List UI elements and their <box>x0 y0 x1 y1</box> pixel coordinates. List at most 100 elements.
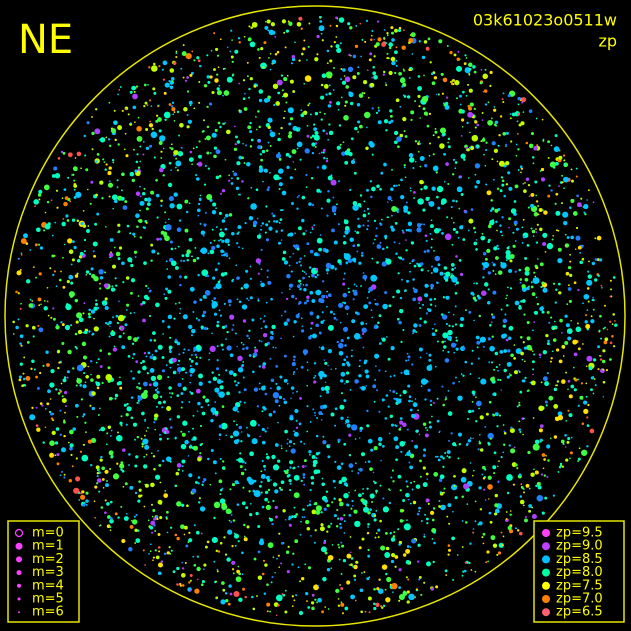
star <box>290 270 293 273</box>
star <box>416 512 420 516</box>
star <box>337 441 340 443</box>
star <box>459 323 464 328</box>
star <box>370 448 374 452</box>
star <box>285 297 289 301</box>
star <box>519 278 523 281</box>
star <box>294 168 297 171</box>
star <box>509 259 513 263</box>
star <box>317 584 320 587</box>
star <box>294 408 299 414</box>
star <box>238 572 242 576</box>
star <box>119 325 125 331</box>
star <box>531 229 536 234</box>
star <box>181 51 187 57</box>
star <box>363 571 366 574</box>
star <box>293 355 296 359</box>
star <box>412 332 415 335</box>
star <box>139 209 141 212</box>
star <box>92 241 98 247</box>
star <box>111 158 115 162</box>
star <box>367 460 371 463</box>
star <box>156 387 159 390</box>
star <box>235 423 238 426</box>
star <box>77 329 83 335</box>
star <box>169 392 171 394</box>
star <box>105 321 108 325</box>
star <box>593 378 596 380</box>
star <box>491 261 494 264</box>
star <box>507 286 509 289</box>
star <box>366 207 370 211</box>
star <box>288 264 291 267</box>
star <box>136 136 143 142</box>
star <box>293 515 297 519</box>
star <box>402 591 408 596</box>
star <box>145 284 148 288</box>
star <box>171 107 176 112</box>
star <box>526 244 530 247</box>
star <box>510 353 514 358</box>
star <box>447 390 450 392</box>
star <box>490 321 493 323</box>
star <box>215 226 218 229</box>
star <box>118 89 121 91</box>
star <box>261 149 266 154</box>
star <box>287 20 290 23</box>
star <box>284 589 287 592</box>
star <box>176 415 181 419</box>
star <box>311 203 315 207</box>
star <box>150 452 153 455</box>
star <box>358 261 362 265</box>
star <box>555 348 560 352</box>
star <box>535 117 538 120</box>
star <box>496 187 500 191</box>
star <box>428 154 431 157</box>
star <box>299 257 302 260</box>
star <box>191 50 194 53</box>
star <box>99 458 103 462</box>
star <box>79 384 83 387</box>
star <box>446 455 449 457</box>
star <box>513 200 517 203</box>
star <box>334 268 337 271</box>
star <box>316 601 318 604</box>
star <box>104 168 107 171</box>
star <box>539 170 542 172</box>
star <box>502 131 507 136</box>
star <box>324 551 328 555</box>
star <box>419 475 422 478</box>
star <box>344 76 351 83</box>
star <box>39 246 44 250</box>
star <box>149 120 151 123</box>
star <box>180 392 184 395</box>
star <box>533 468 535 471</box>
star <box>542 467 545 470</box>
star <box>49 382 55 388</box>
star <box>174 533 178 537</box>
star <box>441 385 444 388</box>
star <box>327 175 333 181</box>
star <box>390 119 394 123</box>
star <box>475 282 478 285</box>
star <box>231 39 233 41</box>
star <box>452 442 457 447</box>
star <box>304 148 310 154</box>
star <box>426 379 429 382</box>
star <box>355 289 357 292</box>
star <box>530 348 532 350</box>
star <box>467 229 470 232</box>
star <box>592 358 597 362</box>
star <box>514 300 520 306</box>
star <box>145 207 149 211</box>
star <box>63 390 68 395</box>
star <box>315 267 319 271</box>
star <box>76 272 79 275</box>
star <box>548 321 551 324</box>
star <box>366 228 369 231</box>
star <box>173 61 177 65</box>
star <box>403 164 406 167</box>
star <box>521 241 524 244</box>
star <box>309 311 314 316</box>
star <box>536 302 540 306</box>
star <box>461 225 463 227</box>
